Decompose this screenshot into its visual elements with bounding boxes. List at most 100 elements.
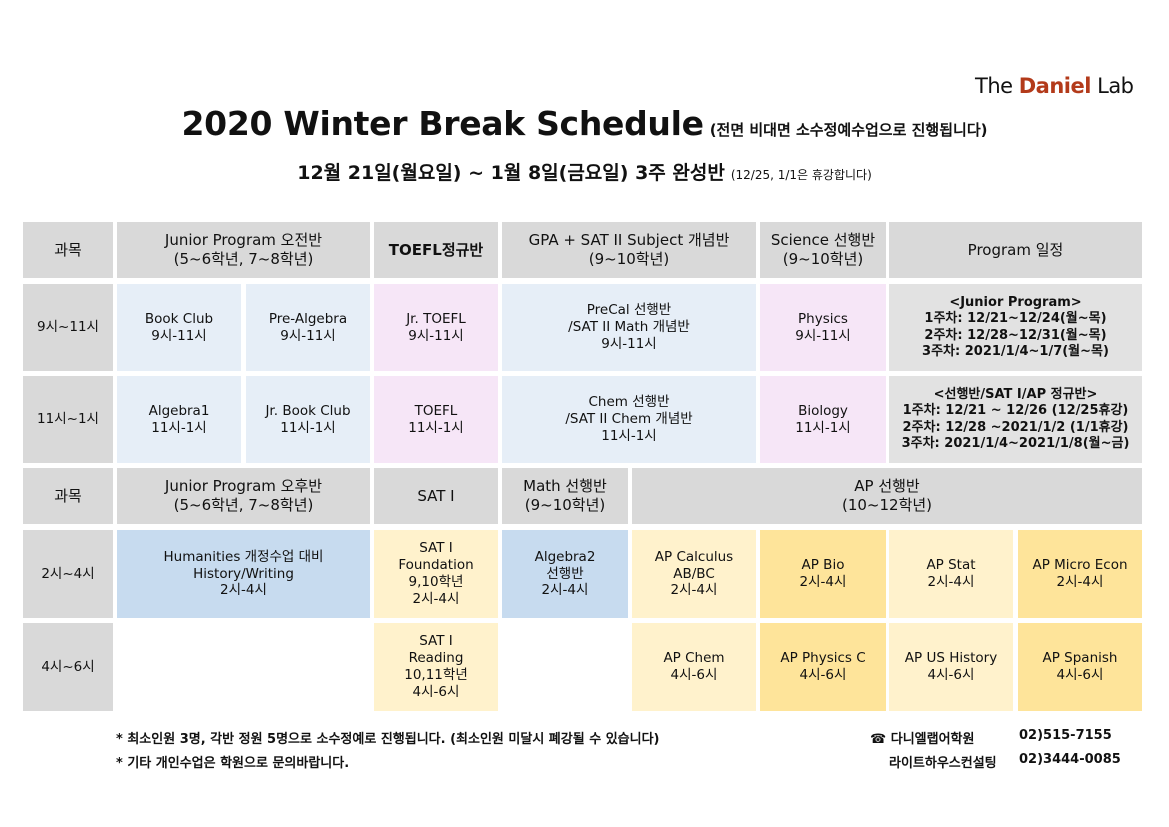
class-biology-line: Biology	[798, 402, 848, 419]
time-2-4-line: 2시~4시	[41, 565, 95, 582]
time-2-4: 2시~4시	[23, 530, 113, 618]
class-ap-spanish-line: 4시-6시	[1056, 667, 1104, 683]
schedule-advanced-program-line: 1주차: 12/21 ~ 12/26 (12/25휴강)	[902, 403, 1129, 419]
class-humanities-line: 2시-4시	[220, 582, 267, 599]
header-junior-afternoon-line: Junior Program 오후반	[164, 477, 323, 496]
class-physics: Physics 9시-11시	[760, 284, 886, 371]
class-jr-toefl-line: 9시-11시	[408, 327, 464, 344]
header-junior-morning-line: Junior Program 오전반	[164, 231, 323, 250]
class-humanities-line: History/Writing	[193, 565, 294, 582]
class-chem-line: Chem 선행반	[588, 394, 670, 411]
class-ap-micro-econ-line: 2시-4시	[1056, 574, 1104, 590]
class-ap-spanish-line: AP Spanish	[1042, 650, 1118, 667]
class-sat1-reading: SAT I Reading 10,11학년 4시-6시	[374, 623, 498, 711]
phone-icon: ☎	[870, 732, 887, 747]
logo-suffix: Lab	[1090, 74, 1134, 98]
class-ap-physics-c-line: AP Physics C	[780, 650, 866, 667]
schedule-junior-program-line: 2주차: 12/28~12/31(월~목)	[924, 327, 1107, 343]
contact-1-phone: 02)515-7155	[1019, 728, 1112, 743]
time-11-1: 11시~1시	[23, 376, 113, 463]
header-gpa-sat2: GPA + SAT II Subject 개념반 (9~10학년)	[502, 222, 756, 278]
class-sat1-reading-line: 4시-6시	[412, 683, 460, 700]
class-sat1-foundation-line: Foundation	[398, 557, 474, 574]
page-title: 2020 Winter Break Schedule (전면 비대면 소수정예수업…	[0, 104, 1169, 143]
class-jr-toefl-line: Jr. TOEFL	[406, 310, 466, 327]
class-precal-line: /SAT II Math 개념반	[568, 319, 690, 336]
logo-bold: Daniel	[1018, 74, 1092, 98]
class-ap-micro-econ: AP Micro Econ 2시-4시	[1018, 530, 1142, 618]
class-pre-algebra-line: Pre-Algebra	[268, 310, 348, 327]
class-jr-book-club: Jr. Book Club 11시-1시	[246, 376, 370, 463]
class-jr-book-club-line: Jr. Book Club	[265, 402, 351, 419]
schedule-junior-program-line: 1주차: 12/21~12/24(월~목)	[924, 311, 1107, 327]
header-gpa-sat2-line: (9~10학년)	[588, 250, 670, 268]
class-chem: Chem 선행반/SAT II Chem 개념반 11시-1시	[502, 376, 756, 463]
class-toefl: TOEFL 11시-1시	[374, 376, 498, 463]
class-ap-chem-line: 4시-6시	[670, 667, 718, 683]
footer-note-2: * 기타 개인수업은 학원으로 문의바랍니다.	[116, 756, 350, 771]
class-sat1-reading-line: Reading	[408, 650, 464, 667]
class-ap-physics-c: AP Physics C 4시-6시	[760, 623, 886, 711]
header-junior-afternoon-line: (5~6학년, 7~8학년)	[173, 496, 314, 514]
header-toefl-line: TOEFL정규반	[388, 240, 484, 259]
header-program-schedule-line: Program 일정	[967, 240, 1064, 259]
class-ap-stat: AP Stat 2시-4시	[889, 530, 1013, 618]
header-ap-line: AP 선행반	[854, 477, 920, 496]
class-ap-us-history-line: AP US History	[904, 650, 998, 667]
class-toefl-line: TOEFL	[414, 402, 458, 419]
class-ap-stat-line: AP Stat	[926, 557, 976, 574]
class-physics-line: Physics	[798, 310, 848, 327]
class-ap-spanish: AP Spanish 4시-6시	[1018, 623, 1142, 711]
header-math-line: Math 선행반	[523, 477, 607, 496]
schedule-junior-program-line: 3주차: 2021/1/4~1/7(월~목)	[922, 343, 1109, 359]
class-ap-stat-line: 2시-4시	[927, 574, 975, 590]
page-title-note: (전면 비대면 소수정예수업으로 진행됩니다)	[709, 121, 988, 139]
class-sat1-reading-line: SAT I	[419, 633, 453, 650]
class-ap-bio-line: 2시-4시	[799, 574, 847, 590]
class-algebra1-line: 11시-1시	[151, 419, 207, 436]
class-biology: Biology 11시-1시	[760, 376, 886, 463]
class-algebra2-line: Algebra2	[534, 548, 596, 565]
header-math-line: (9~10학년)	[524, 496, 606, 514]
class-ap-chem: AP Chem 4시-6시	[632, 623, 756, 711]
time-4-6: 4시~6시	[23, 623, 113, 711]
schedule-advanced-program: <선행반/SAT I/AP 정규반> 1주차: 12/21 ~ 12/26 (12…	[889, 376, 1142, 463]
class-chem-line: /SAT II Chem 개념반	[565, 411, 693, 428]
footer-note-1: * 최소인원 3명, 각반 정원 5명으로 소수정예로 진행됩니다. (최소인원…	[116, 732, 660, 747]
header-subject-morning-line: 과목	[54, 240, 82, 259]
page-title-main: 2020 Winter Break Schedule	[181, 104, 704, 143]
header-sat1-line: SAT I	[417, 486, 455, 505]
schedule-junior-program-line: <Junior Program>	[949, 295, 1082, 310]
header-sat1: SAT I	[374, 468, 498, 524]
class-physics-line: 9시-11시	[795, 327, 851, 344]
class-jr-toefl: Jr. TOEFL 9시-11시	[374, 284, 498, 371]
class-sat1-foundation-line: 9,10학년	[408, 574, 464, 590]
class-algebra2-line: 2시-4시	[541, 582, 589, 599]
class-humanities-line: Humanities 개정수업 대비	[163, 548, 324, 565]
class-humanities: Humanities 개정수업 대비 History/Writing 2시-4시	[117, 530, 370, 618]
class-book-club-line: Book Club	[144, 310, 214, 327]
header-science-line: (9~10학년)	[782, 250, 864, 268]
time-9-11-line: 9시~11시	[37, 319, 99, 336]
class-ap-chem-line: AP Chem	[663, 650, 725, 667]
header-subject-afternoon: 과목	[23, 468, 113, 524]
class-ap-physics-c-line: 4시-6시	[799, 667, 847, 683]
class-book-club-line: 9시-11시	[151, 327, 207, 344]
header-junior-afternoon: Junior Program 오후반 (5~6학년, 7~8학년)	[117, 468, 370, 524]
schedule-advanced-program-line: 2주차: 12/28 ~2021/1/2 (1/1휴강)	[902, 419, 1129, 435]
class-ap-calculus-line: 2시-4시	[670, 582, 718, 599]
class-pre-algebra-line: 9시-11시	[280, 327, 336, 344]
class-sat1-foundation: SAT I Foundation 9,10학년 2시-4시	[374, 530, 498, 618]
class-precal: PreCal 선행반/SAT II Math 개념반 9시-11시	[502, 284, 756, 371]
class-ap-calculus-line: AP Calculus	[654, 548, 734, 565]
header-junior-morning: Junior Program 오전반 (5~6학년, 7~8학년)	[117, 222, 370, 278]
contact-1-name: 다니엘랩어학원	[890, 732, 975, 747]
header-junior-morning-line: (5~6학년, 7~8학년)	[173, 250, 314, 268]
class-sat1-reading-line: 10,11학년	[404, 667, 468, 683]
header-ap-line: (10~12학년)	[841, 496, 933, 514]
class-algebra2: Algebra2 선행반 2시-4시	[502, 530, 628, 618]
class-algebra2-line: 선행반	[546, 565, 584, 582]
page-subtitle-main: 12월 21일(월요일) ~ 1월 8일(금요일) 3주 완성반	[297, 162, 725, 184]
contact-1: ☎ 다니엘랩어학원	[870, 728, 974, 747]
schedule-junior-program: <Junior Program> 1주차: 12/21~12/24(월~목) 2주차…	[889, 284, 1142, 371]
